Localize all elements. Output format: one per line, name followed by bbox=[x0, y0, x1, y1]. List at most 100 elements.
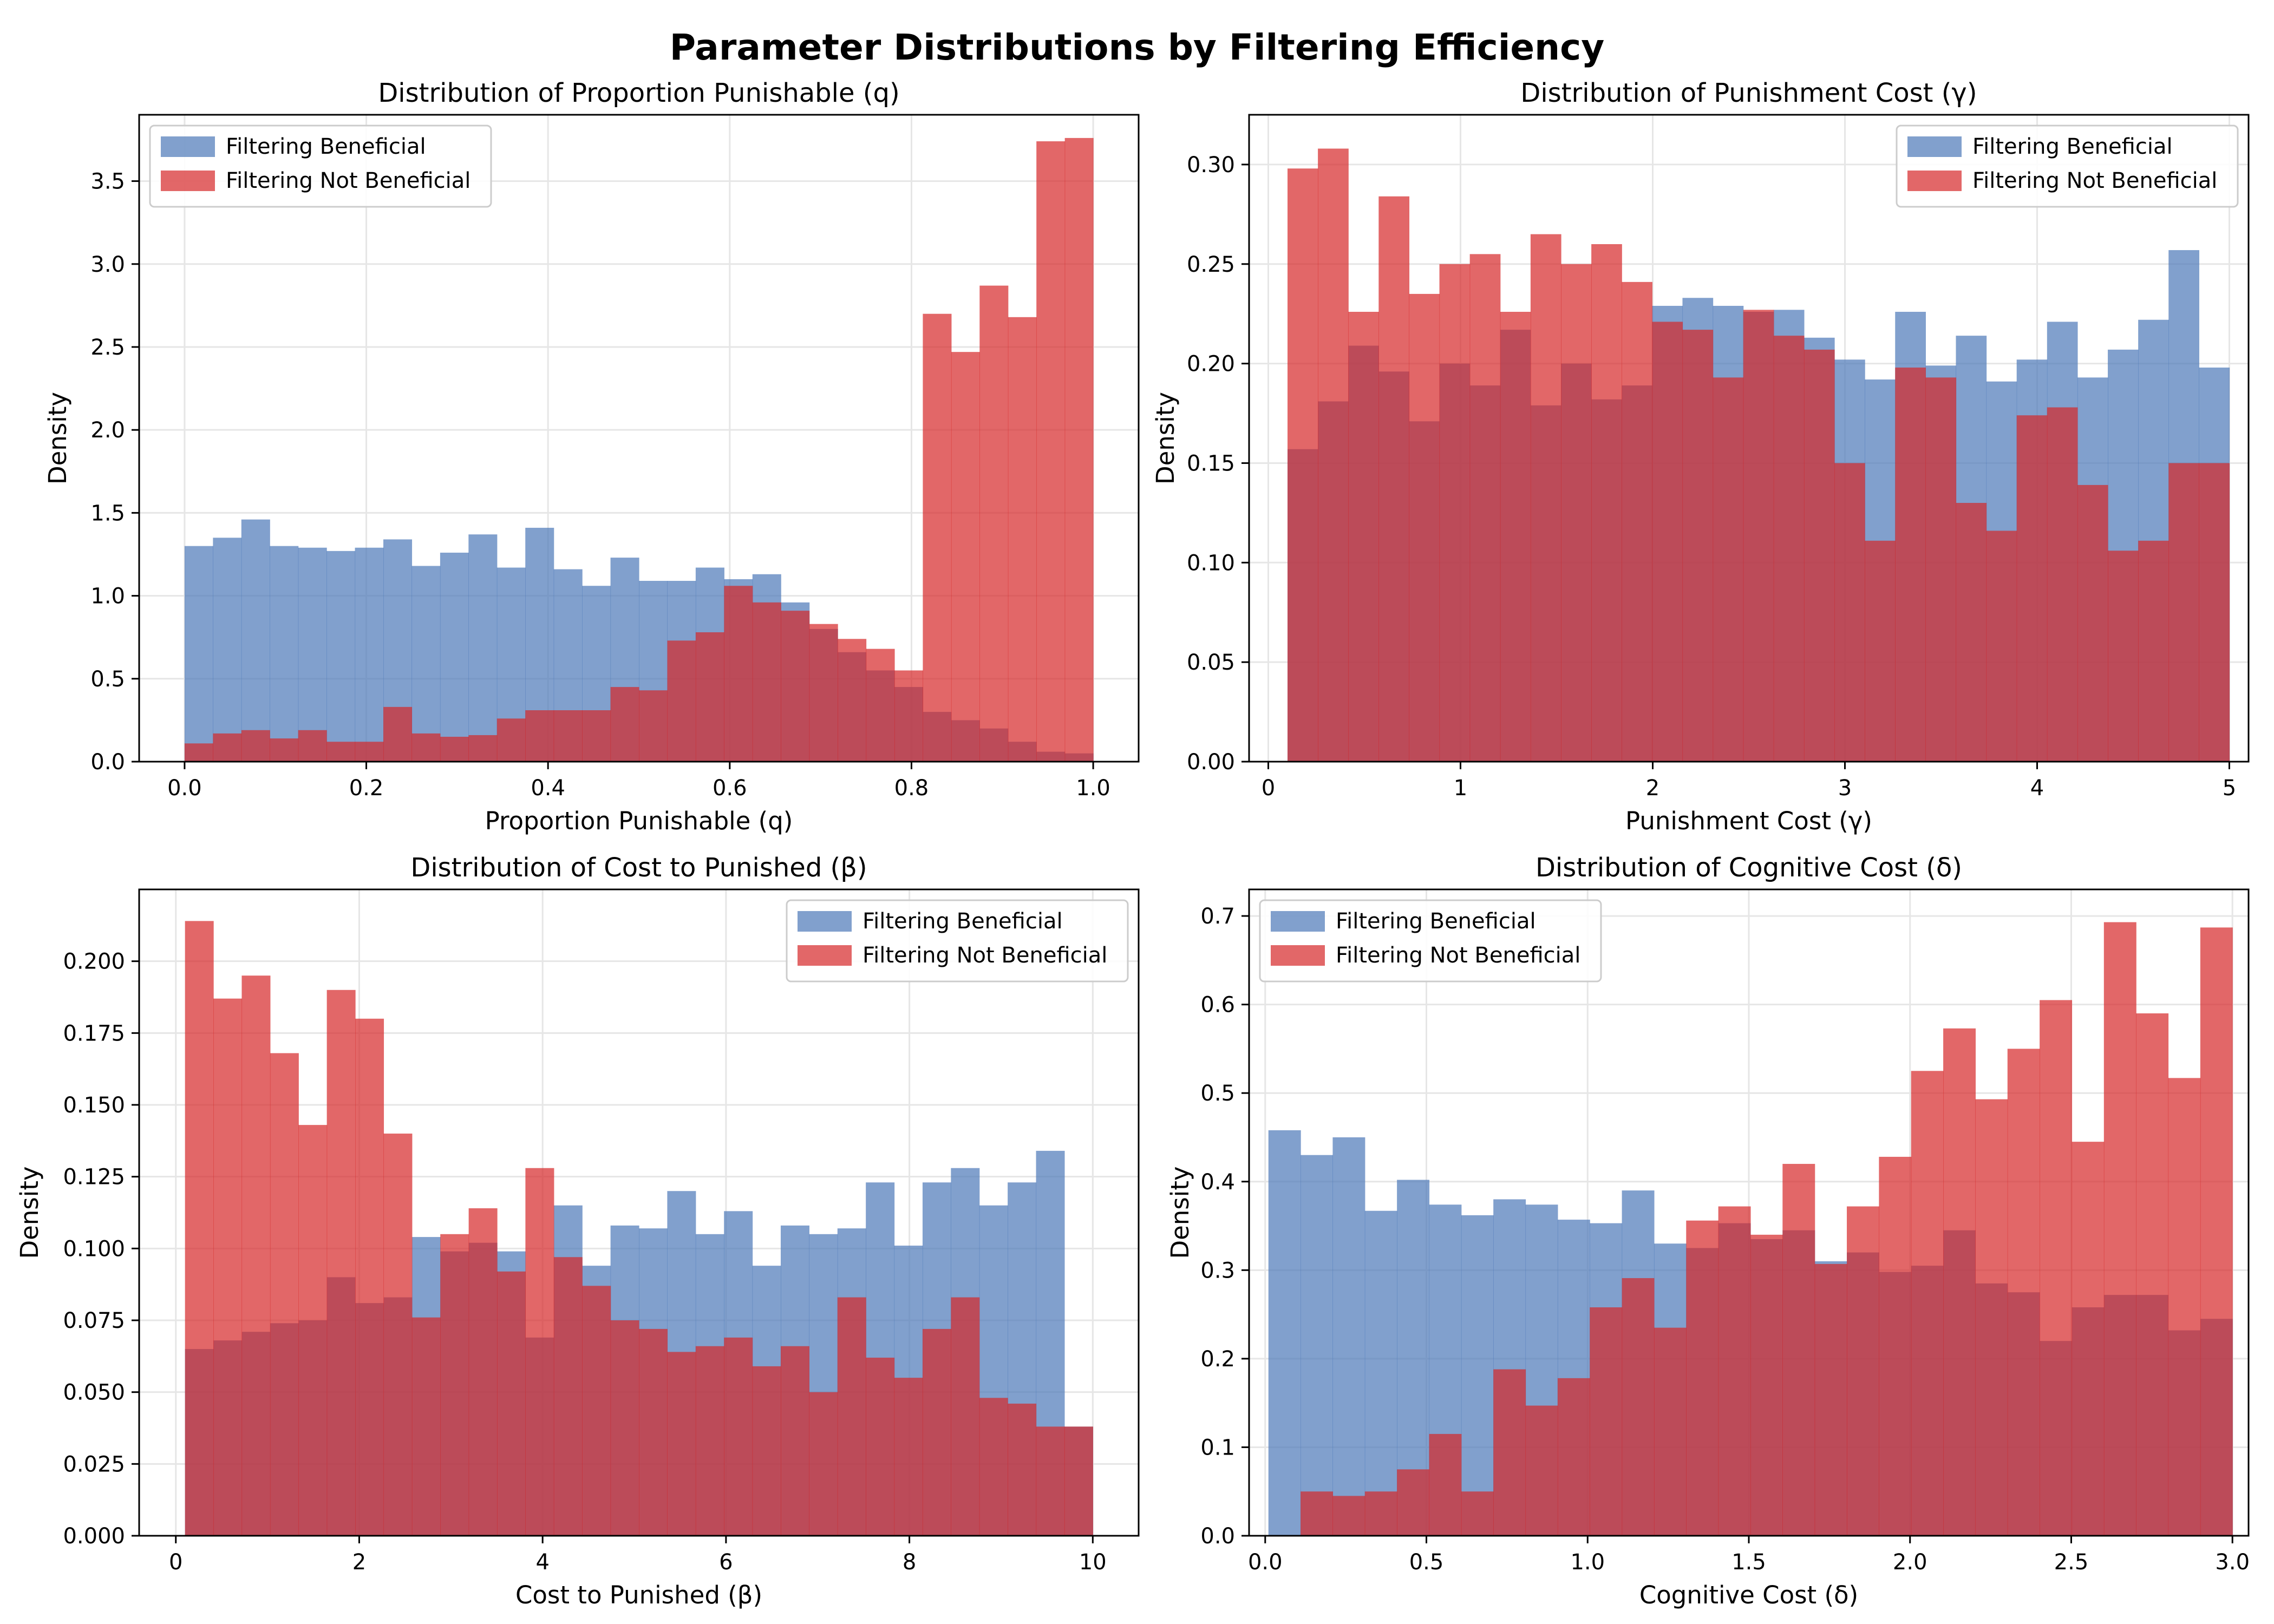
histogram-bar bbox=[1911, 1071, 1944, 1536]
x-tick-label: 0.5 bbox=[1409, 1550, 1444, 1575]
histogram-bar bbox=[809, 1392, 838, 1536]
histogram-bar bbox=[1895, 367, 1926, 762]
legend-box bbox=[1896, 125, 2239, 208]
histogram-bar bbox=[1397, 1469, 1430, 1536]
histogram-bar bbox=[1956, 503, 1987, 762]
histogram-bar bbox=[241, 975, 271, 1536]
histogram-bar bbox=[270, 738, 299, 762]
y-tick-label: 0.15 bbox=[1187, 451, 1235, 476]
y-tick-label: 0.7 bbox=[1200, 904, 1235, 929]
histogram-bar bbox=[1461, 1491, 1494, 1536]
histogram-bar bbox=[241, 730, 270, 762]
histogram-bar bbox=[667, 1352, 696, 1536]
histogram-bar bbox=[1301, 1155, 1334, 1536]
histogram-bar bbox=[241, 519, 270, 762]
histogram-bar bbox=[582, 1286, 611, 1536]
histogram-bar bbox=[1064, 137, 1094, 762]
y-tick-label: 2.0 bbox=[90, 418, 125, 443]
histogram-bar bbox=[213, 538, 242, 762]
y-tick-label: 0.1 bbox=[1200, 1435, 1235, 1460]
histogram-bar bbox=[468, 534, 498, 762]
histogram-bar bbox=[2136, 1013, 2169, 1536]
legend-swatch bbox=[1907, 136, 1962, 157]
x-tick-label: 4 bbox=[2030, 776, 2044, 801]
histogram-bar bbox=[1879, 1156, 1912, 1536]
y-tick-label: 0.20 bbox=[1187, 352, 1235, 377]
legend-label: Filtering Not Beneficial bbox=[226, 168, 471, 193]
legend-box bbox=[786, 899, 1129, 983]
histogram-bar bbox=[1773, 336, 1805, 762]
legend-label: Filtering Beneficial bbox=[1972, 134, 2173, 159]
y-tick-label: 2.5 bbox=[90, 335, 125, 360]
histogram-bar bbox=[1591, 244, 1622, 762]
legend-swatch bbox=[798, 945, 852, 966]
y-tick-label: 0.075 bbox=[63, 1308, 125, 1333]
histogram-bar bbox=[440, 1234, 469, 1536]
histogram-bar bbox=[780, 1346, 809, 1536]
y-tick-label: 0.5 bbox=[1200, 1081, 1235, 1106]
histogram-bar bbox=[2138, 540, 2169, 762]
histogram-bar bbox=[639, 690, 668, 762]
y-axis-label: Density bbox=[1166, 1166, 1194, 1259]
histogram-bar bbox=[1348, 312, 1379, 762]
x-tick-label: 5 bbox=[2223, 776, 2236, 801]
histogram-bar bbox=[185, 921, 214, 1536]
histogram-bar bbox=[1036, 1426, 1065, 1536]
histogram-bar bbox=[1834, 463, 1865, 762]
chart-panel-4: 0.0 0.5 1.0 1.5 2.0 2.5 3.0 0.0 0.1 0.2 0.3 0.4 0.5 0… bbox=[1166, 853, 2250, 1609]
y-tick-label: 0.000 bbox=[63, 1524, 125, 1549]
histogram-bar bbox=[1686, 1220, 1719, 1536]
y-tick-label: 0.6 bbox=[1200, 993, 1235, 1018]
x-axis-label: Punishment Cost (γ) bbox=[1625, 807, 1872, 835]
histogram-bar bbox=[639, 1328, 668, 1536]
histogram-bar bbox=[2168, 1078, 2201, 1536]
series-not-beneficial bbox=[184, 137, 1094, 762]
histogram-bar bbox=[866, 1357, 895, 1536]
legend-label: Filtering Beneficial bbox=[226, 134, 426, 159]
legend-swatch bbox=[1271, 911, 1325, 932]
x-tick-label: 0 bbox=[169, 1550, 182, 1575]
legend: Filtering Beneficial Filtering Not Benefi… bbox=[786, 899, 1129, 983]
x-tick-label: 0.2 bbox=[349, 776, 384, 801]
x-tick-label: 2 bbox=[1646, 776, 1659, 801]
y-tick-label: 3.5 bbox=[90, 169, 125, 194]
histogram-bar bbox=[468, 735, 498, 762]
histogram-bar bbox=[1364, 1210, 1397, 1536]
histogram-bar bbox=[270, 1053, 299, 1536]
histogram-bar bbox=[1750, 1234, 1783, 1536]
y-tick-label: 0.3 bbox=[1200, 1258, 1235, 1283]
panel-title: Distribution of Proportion Punishable (q… bbox=[378, 78, 899, 108]
histogram-bar bbox=[1925, 377, 1957, 762]
y-tick-label: 0.150 bbox=[63, 1093, 125, 1118]
histogram-bar bbox=[2040, 1000, 2073, 1536]
histogram-bar bbox=[1986, 531, 2017, 762]
chart-panel-2: 0 1 2 3 4 5 0.00 0.05 0.10 0.15 0.20 0.25 0.30 Distri… bbox=[1151, 78, 2250, 835]
x-axis-label: Cognitive Cost (δ) bbox=[1639, 1581, 1858, 1609]
histogram-bar bbox=[2200, 927, 2233, 1536]
series-not-beneficial bbox=[185, 921, 1093, 1536]
histogram-bar bbox=[695, 1346, 724, 1536]
x-axis-label: Cost to Punished (β) bbox=[515, 1581, 762, 1609]
histogram-bar bbox=[525, 710, 554, 762]
x-tick-label: 2 bbox=[352, 1550, 366, 1575]
histogram-bar bbox=[1332, 1496, 1365, 1536]
histogram-bar bbox=[2007, 1049, 2040, 1536]
y-tick-label: 0.125 bbox=[63, 1165, 125, 1190]
histogram-bar bbox=[1064, 1426, 1093, 1536]
histogram-bar bbox=[951, 1297, 980, 1536]
legend-swatch bbox=[1907, 171, 1962, 191]
legend-swatch bbox=[161, 136, 215, 157]
histogram-bar bbox=[411, 1317, 441, 1536]
y-tick-label: 0.00 bbox=[1187, 750, 1235, 775]
histogram-bar bbox=[1525, 1405, 1558, 1536]
histogram-bar bbox=[610, 687, 639, 762]
histogram-bar bbox=[1008, 317, 1037, 762]
histogram-bar bbox=[184, 546, 213, 762]
y-axis-label: Density bbox=[1151, 392, 1180, 484]
axes-frame bbox=[138, 114, 1140, 763]
legend: Filtering Beneficial Filtering Not Benefi… bbox=[1896, 125, 2239, 208]
histogram-bar bbox=[1561, 264, 1592, 762]
histogram-bar bbox=[1865, 540, 1896, 762]
x-tick-label: 6 bbox=[719, 1550, 733, 1575]
legend-label: Filtering Beneficial bbox=[862, 909, 1063, 934]
